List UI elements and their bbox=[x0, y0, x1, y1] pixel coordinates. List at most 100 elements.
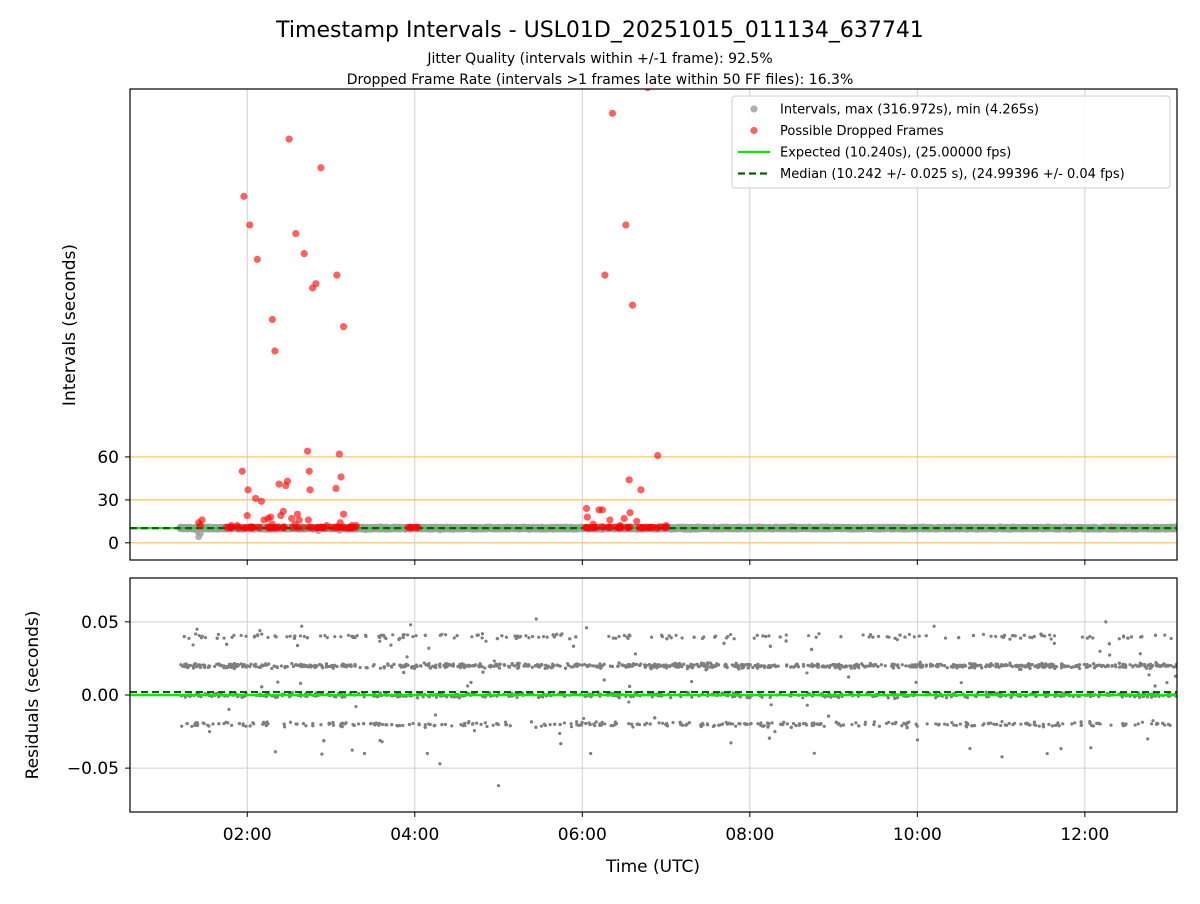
residual-point bbox=[444, 633, 448, 637]
dropped-frame-point bbox=[238, 467, 246, 475]
residual-point bbox=[291, 664, 296, 669]
residual-point bbox=[459, 723, 463, 727]
residual-point bbox=[319, 663, 323, 667]
legend-box bbox=[731, 95, 1171, 189]
residual-point bbox=[1160, 664, 1164, 668]
residual-point bbox=[790, 665, 794, 669]
residual-point bbox=[974, 663, 978, 667]
residual-point bbox=[340, 721, 345, 725]
residual-point bbox=[216, 632, 220, 637]
residual-point bbox=[626, 636, 630, 640]
residual-point bbox=[980, 666, 984, 670]
residual-point bbox=[301, 721, 306, 726]
dropped-frame-point bbox=[339, 510, 348, 518]
residual-point bbox=[898, 633, 902, 637]
residual-point bbox=[807, 634, 811, 638]
residual-point bbox=[183, 664, 187, 669]
residual-point bbox=[195, 722, 200, 726]
residual-point bbox=[378, 666, 383, 670]
residual-point bbox=[283, 725, 287, 729]
residual-point bbox=[529, 720, 534, 724]
residual-point bbox=[187, 636, 191, 640]
residual-point bbox=[188, 663, 192, 668]
residual-point bbox=[492, 664, 496, 668]
residual-point bbox=[1064, 664, 1068, 668]
top-y-tick-label: 30 bbox=[97, 491, 119, 511]
residual-point bbox=[548, 722, 552, 727]
dropped-frame-point bbox=[662, 522, 670, 530]
residual-point bbox=[797, 723, 802, 727]
residual-point bbox=[674, 633, 678, 637]
residual-point bbox=[758, 664, 763, 669]
dropped-frame-point bbox=[268, 520, 276, 528]
intervals-plot-area bbox=[130, 89, 1177, 560]
dropped-frame-point bbox=[233, 522, 241, 530]
dropped-frame-point bbox=[244, 486, 252, 494]
residual-point bbox=[1019, 667, 1023, 671]
residual-point bbox=[903, 635, 907, 639]
residual-point bbox=[222, 636, 226, 640]
bottom-x-tick-label: 02:00 bbox=[223, 825, 272, 845]
residual-point bbox=[276, 680, 280, 684]
residual-point bbox=[636, 722, 640, 726]
residual-point bbox=[1136, 722, 1140, 726]
residual-point bbox=[737, 667, 741, 671]
residual-point bbox=[508, 724, 512, 728]
residual-point bbox=[399, 665, 403, 669]
residual-point bbox=[483, 666, 487, 670]
residual-point bbox=[308, 663, 312, 667]
residual-point bbox=[1140, 634, 1144, 639]
residual-point bbox=[452, 636, 456, 640]
dropped-frame-point bbox=[305, 467, 313, 475]
residual-point bbox=[378, 635, 382, 640]
residual-point bbox=[915, 738, 920, 742]
residual-point bbox=[333, 635, 337, 639]
dropped-frame-point bbox=[601, 271, 609, 279]
dropped-frame-point bbox=[606, 516, 614, 524]
residual-point bbox=[428, 722, 432, 727]
residual-point bbox=[487, 664, 491, 668]
residual-point bbox=[762, 665, 767, 669]
residual-point bbox=[1061, 722, 1065, 726]
residual-point bbox=[545, 635, 549, 639]
dropped-frame-point bbox=[331, 524, 339, 532]
residual-point bbox=[724, 662, 728, 666]
residual-point bbox=[949, 665, 954, 669]
residual-point bbox=[1109, 723, 1113, 727]
residual-point bbox=[417, 722, 421, 726]
residual-point bbox=[1172, 665, 1176, 669]
top-y-axis-label: Intervals (seconds) bbox=[60, 244, 80, 406]
residual-point bbox=[958, 663, 962, 667]
dropped-frame-point bbox=[584, 524, 592, 532]
residual-point bbox=[711, 724, 715, 729]
residual-point bbox=[665, 724, 670, 728]
residual-point bbox=[918, 662, 922, 666]
residual-point bbox=[924, 634, 928, 638]
residual-point bbox=[770, 721, 774, 725]
residual-point bbox=[580, 663, 584, 667]
residual-point bbox=[602, 678, 606, 682]
residual-point bbox=[785, 722, 789, 726]
residual-point bbox=[320, 752, 324, 756]
chart-subtitle-jitter: Jitter Quality (intervals within +/-1 fr… bbox=[426, 51, 772, 67]
residual-point bbox=[466, 684, 470, 688]
residual-point bbox=[669, 695, 673, 700]
residual-point bbox=[411, 721, 415, 726]
residual-point bbox=[668, 664, 672, 668]
residual-point bbox=[973, 724, 977, 728]
residual-point bbox=[829, 695, 833, 699]
residual-point bbox=[872, 722, 876, 727]
residual-point bbox=[575, 720, 579, 724]
residual-point bbox=[708, 665, 712, 669]
residual-point bbox=[705, 722, 709, 726]
residual-point bbox=[657, 721, 661, 725]
residual-point bbox=[384, 636, 388, 640]
residual-point bbox=[964, 720, 968, 725]
residual-point bbox=[895, 664, 899, 668]
residual-point bbox=[484, 639, 488, 643]
residual-point bbox=[491, 723, 495, 727]
residual-point bbox=[1155, 721, 1159, 725]
residual-point bbox=[285, 664, 289, 669]
residual-point bbox=[628, 634, 632, 638]
